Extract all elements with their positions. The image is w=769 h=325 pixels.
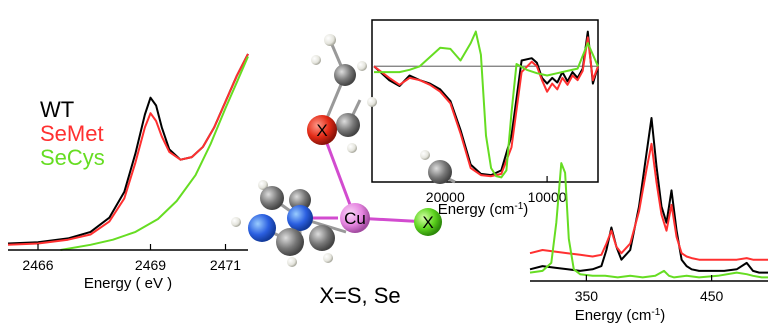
legend-entry-wt: WT [40,97,74,122]
atom-n [287,205,313,231]
atom-c [334,64,356,86]
xas-tick-label: 2469 [135,257,166,273]
atom-h [367,97,377,107]
xas-panel: 2466 2469 2471 Energy ( eV ) [7,53,249,292]
atom-c [276,228,304,256]
raman-ticks: 350 450 [575,275,724,304]
absorption-tick-label: 10000 [528,189,567,205]
absorption-x-axis-title: Energy (cm-1) [438,201,529,218]
raman-tick-label: 350 [575,288,599,304]
atom-h [258,180,268,190]
atom-h [311,55,321,65]
atom-h [287,257,297,267]
atom-cu-label: Cu [344,209,366,228]
xas-x-axis-title: Energy ( eV ) [84,275,172,292]
absorption-tick-label: 20000 [426,189,465,205]
molecule-structure: X Cu X [231,34,456,267]
xas-series-semet-line [7,53,249,246]
legend-entry-secys: SeCys [40,145,105,170]
atom-c [428,160,452,184]
atom-x-axial [307,115,337,145]
atom-h [231,217,241,227]
absorption-series-secys-line [374,30,599,179]
raman-series-semet-line [529,142,768,261]
atom-h [347,143,357,153]
legend-entry-semet: SeMet [40,121,104,146]
atom-h [323,253,333,263]
atom-c [289,189,311,211]
atom-x-equatorial [414,208,442,236]
raman-panel: 350 450 Energy (cm-1) [529,117,768,324]
raman-series-group [529,117,768,279]
atom-x-axial-label: X [316,121,327,140]
atom-c [336,113,360,137]
absorption-panel: 20000 10000 Energy (cm-1) [371,19,599,218]
atom-h [357,61,367,71]
xas-tick-label: 2471 [210,257,241,273]
atom-c [309,225,335,251]
atom-c [260,186,284,210]
legend: WT SeMet SeCys [40,97,105,170]
atom-h [324,34,336,46]
atom-cu [340,203,370,233]
raman-series-wt-line [529,117,768,274]
absorption-frame [371,19,599,183]
raman-series-secys-line [529,162,768,279]
xas-series-secys-line [60,56,249,251]
absorption-series-semet-line [373,36,599,178]
caption-x-definition: X=S, Se [319,283,400,308]
xas-ticks: 2466 2469 2471 [22,244,241,273]
atom-x-equatorial-label: X [422,213,433,232]
raman-x-axis-title: Energy (cm-1) [575,307,666,324]
xas-tick-label: 2466 [22,257,53,273]
bond-cu-x-axial [320,129,357,219]
atom-h [420,150,430,160]
xas-series-group [7,53,249,251]
raman-tick-label: 450 [700,288,724,304]
atom-n [248,214,276,242]
absorption-series-group [373,30,599,179]
